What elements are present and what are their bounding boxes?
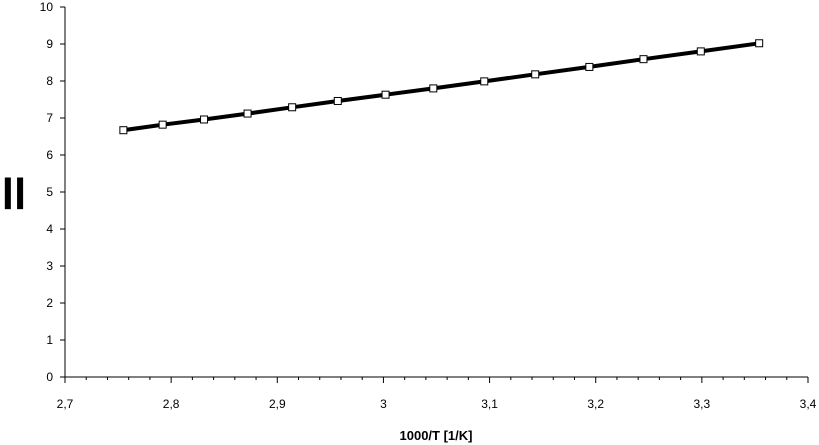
data-point [243, 109, 252, 118]
y-ticks: 0 1 2 3 4 5 6 7 8 9 10 [40, 0, 65, 384]
y-tick-label: 7 [46, 111, 53, 125]
y-tick-label: 2 [46, 296, 53, 310]
x-tick-label: 3 [380, 397, 387, 411]
x-axis-label: 1000/T [1/K] [400, 428, 473, 443]
data-point [531, 70, 540, 79]
data-point [639, 55, 648, 64]
y-tick-label: 1 [46, 333, 53, 347]
y-tick-label: 6 [46, 148, 53, 162]
data-point [585, 62, 594, 71]
data-point [158, 120, 167, 129]
data-point [200, 115, 209, 124]
x-tick-label: 3,4 [800, 397, 817, 411]
y-tick-label: 0 [46, 370, 53, 384]
x-tick-label: 3,1 [481, 397, 498, 411]
y-axis-label: ll [2, 170, 26, 219]
series-group [119, 39, 764, 135]
data-point [333, 96, 342, 105]
data-point [288, 103, 297, 112]
data-point [429, 84, 438, 93]
x-tick-label: 2,9 [269, 397, 286, 411]
x-tick-label: 3,3 [694, 397, 711, 411]
y-tick-label: 9 [46, 37, 53, 51]
data-point [119, 126, 128, 135]
axes [64, 7, 808, 378]
x-tick-label: 3,2 [587, 397, 604, 411]
x-tick-label: 2,7 [57, 397, 74, 411]
y-tick-label: 3 [46, 259, 53, 273]
y-tick-label: 4 [46, 222, 53, 236]
x-ticks: 2,7 2,8 2,9 3 3,1 3,2 3,3 3,4 [57, 377, 817, 411]
data-point [480, 77, 489, 86]
data-point [755, 39, 764, 48]
x-tick-label: 2,8 [163, 397, 180, 411]
data-point [696, 47, 705, 56]
y-tick-label: 10 [40, 0, 54, 14]
y-tick-label: 5 [46, 185, 53, 199]
y-tick-label: 8 [46, 74, 53, 88]
data-point [381, 90, 390, 99]
series-line [123, 41, 760, 133]
